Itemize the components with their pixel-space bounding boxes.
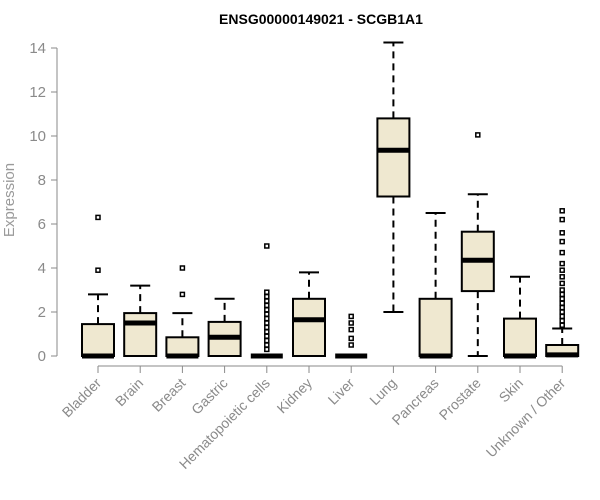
box-group: [376, 41, 411, 313]
outlier-point: [264, 324, 270, 331]
outlier-point: [264, 302, 270, 309]
box-group: [503, 275, 537, 359]
outlier-point: [264, 311, 270, 317]
outlier-point: [559, 287, 565, 293]
outlier-point: [348, 320, 354, 326]
x-tick-label: Prostate: [436, 375, 484, 423]
y-axis: 0 2 4 6 8 10 12 14: [29, 40, 58, 365]
outlier-point: [264, 329, 270, 335]
box: [165, 336, 200, 357]
box-group: [250, 243, 283, 359]
box: [503, 317, 537, 358]
outlier-point: [559, 260, 565, 267]
outlier-point: [264, 346, 270, 353]
y-tick-label: 2: [38, 304, 46, 321]
outlier-point: [559, 216, 565, 223]
x-tick-label: Lung: [366, 375, 399, 408]
outlier-point: [264, 337, 270, 344]
x-tick-label: Skin: [496, 375, 527, 406]
outlier-point: [264, 289, 270, 295]
outlier-point: [348, 342, 354, 348]
y-tick-label: 14: [29, 40, 46, 57]
box-group: [81, 214, 115, 359]
outlier-point: [559, 291, 565, 298]
box: [376, 117, 411, 198]
box-group: [545, 208, 580, 358]
outlier-point: [559, 300, 565, 306]
outlier-point: [264, 315, 270, 322]
outlier-point: [559, 208, 565, 214]
x-tick-label: Pancreas: [389, 375, 442, 428]
outlier-point: [179, 291, 186, 298]
y-tick-label: 4: [38, 260, 46, 277]
box-group: [165, 265, 200, 359]
y-tick-label: 8: [38, 172, 46, 189]
y-tick-label: 6: [38, 216, 46, 233]
box-group: [123, 284, 158, 358]
outlier-point: [559, 296, 565, 302]
outlier-point: [264, 320, 270, 326]
outlier-point: [559, 230, 565, 236]
x-tick-label: Breast: [149, 375, 189, 415]
box: [123, 312, 158, 358]
chart-title: ENSG00000149021 - SCGB1A1: [219, 11, 423, 27]
box-group: [418, 212, 453, 359]
plot-area: [81, 41, 580, 359]
x-tick-label: Bladder: [59, 375, 105, 421]
outlier-point: [475, 132, 481, 138]
outlier-point: [559, 267, 565, 273]
y-axis-label: Expression: [1, 163, 18, 237]
outlier-point: [264, 333, 270, 339]
box: [292, 297, 326, 357]
y-tick-label: 10: [29, 128, 46, 145]
outlier-point: [348, 326, 354, 333]
outlier-point: [348, 313, 354, 320]
outlier-point: [348, 335, 354, 342]
x-tick-label: Unknown / Other: [483, 375, 569, 461]
outlier-point: [179, 265, 186, 271]
x-tick-label: Brain: [112, 375, 146, 409]
outlier-point: [559, 280, 565, 287]
outlier-point: [264, 307, 270, 313]
outlier-point: [559, 322, 565, 328]
x-tick-label: Kidney: [274, 375, 316, 417]
y-tick-label: 12: [29, 84, 46, 101]
box-group: [292, 271, 326, 357]
box: [81, 323, 115, 358]
outlier-point: [559, 249, 565, 256]
x-tick-label: Liver: [325, 375, 358, 408]
box-group: [335, 313, 368, 359]
outlier-point: [559, 274, 565, 280]
outlier-point: [95, 267, 101, 273]
outlier-point: [264, 293, 270, 300]
outlier-point: [559, 309, 565, 315]
outlier-point: [559, 238, 565, 245]
y-tick-label: 0: [38, 348, 46, 365]
outlier-point: [559, 304, 565, 311]
outlier-point: [264, 298, 270, 304]
box-group: [460, 132, 495, 357]
outlier-point: [264, 243, 270, 249]
box: [418, 297, 453, 357]
outlier-point: [559, 313, 565, 320]
outlier-point: [95, 214, 101, 221]
outlier-point: [559, 318, 565, 324]
outlier-point: [264, 342, 270, 348]
box-group: [207, 297, 242, 357]
